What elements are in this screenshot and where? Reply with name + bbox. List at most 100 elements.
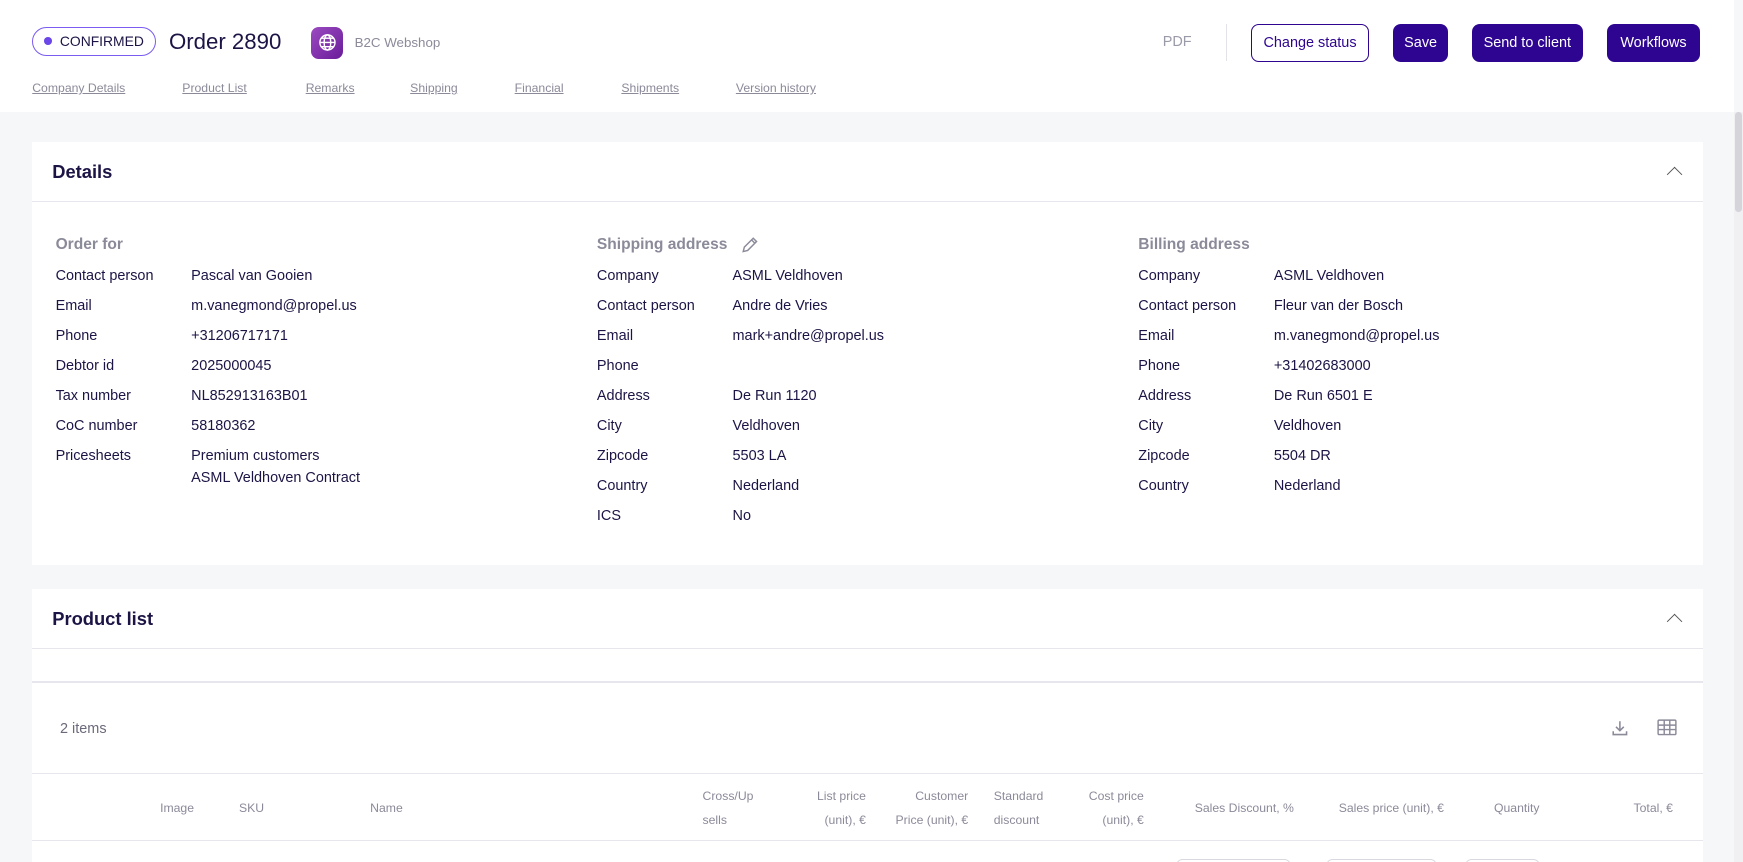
send-to-client-button[interactable]: Send to client [1471, 24, 1583, 63]
details-title: Details [52, 160, 113, 182]
tab-shipments[interactable]: Shipments [621, 81, 680, 96]
workflows-button[interactable]: Workflows [1607, 24, 1700, 63]
column-header[interactable]: Image [160, 800, 195, 815]
detail-row: CoC number 58180362 [56, 415, 360, 445]
column-header[interactable]: Sales Discount, % [1194, 800, 1294, 815]
order-for-section: Order for Contact person Pascal van Gooien… [56, 225, 360, 489]
field-label: Country [1138, 477, 1189, 494]
column-header[interactable]: Customer Price (unit), € [895, 788, 969, 827]
field-label: Tax number [55, 387, 131, 404]
column-header[interactable]: Quantity [1493, 800, 1540, 815]
field-label: Contact person [596, 297, 695, 314]
field-label: Pricesheets [55, 447, 131, 464]
field-label: Country [596, 477, 648, 494]
columns-grid-icon[interactable] [1657, 719, 1678, 736]
field-value: NL852913163B01 [191, 387, 308, 404]
pencil-icon[interactable] [741, 236, 759, 254]
detail-row: Contact person Fleur van der Bosch [1138, 295, 1439, 325]
field-label: ICS [596, 507, 621, 524]
field-value: 58180362 [191, 417, 256, 434]
globe-icon [311, 26, 344, 59]
detail-row: Company ASML Veldhoven [597, 265, 884, 295]
field-value: Premium customers ASML Veldhoven Contrac… [191, 447, 360, 486]
field-label: Contact person [1138, 297, 1237, 314]
field-value: Veldhoven [732, 417, 800, 434]
detail-row: Phone +31206717171 [56, 325, 360, 355]
field-value: Nederland [1273, 477, 1341, 494]
detail-row: Zipcode 5504 DR [1138, 445, 1439, 475]
field-value: De Run 6501 E [1273, 387, 1373, 404]
divider [1226, 24, 1228, 62]
save-button[interactable]: Save [1392, 24, 1449, 63]
shipping-title-text: Shipping address [596, 235, 728, 253]
change-status-button[interactable]: Change status [1250, 24, 1370, 63]
item-count: 2 items [60, 721, 107, 738]
shipping-title: Shipping address [597, 225, 884, 265]
field-value: Pascal van Gooien [191, 267, 313, 284]
field-label: Zipcode [596, 447, 649, 464]
detail-row: ICS No [597, 505, 884, 535]
column-header[interactable]: SKU [238, 800, 265, 815]
detail-row: Debtor id 2025000045 [56, 355, 360, 385]
field-label: Zipcode [1138, 447, 1190, 464]
download-icon[interactable] [1611, 719, 1629, 737]
order-header: CONFIRMED Order 2890 B2C Webshop PDF Cha… [0, 0, 1735, 113]
shipping-address-section: Shipping address Company ASML Veldhoven Con… [597, 225, 884, 535]
product-list-title: Product list [52, 607, 154, 629]
field-label: Company [596, 267, 659, 284]
column-header[interactable]: Cross/Up sells [702, 788, 754, 827]
tab-shipping[interactable]: Shipping [410, 81, 458, 96]
field-value: +31402683000 [1273, 357, 1371, 374]
product-list-header[interactable]: Product list [32, 589, 1703, 650]
tab-company-details[interactable]: Company Details [32, 81, 126, 96]
order-for-title: Order for [55, 235, 123, 253]
detail-row: City Veldhoven [1138, 415, 1439, 445]
scrollbar-thumb[interactable] [1735, 112, 1742, 213]
page-title: Order 2890 [168, 28, 282, 54]
tab-financial[interactable]: Financial [514, 81, 564, 96]
status-label: CONFIRMED [59, 33, 144, 50]
field-value: ASML Veldhoven [1273, 267, 1385, 284]
detail-row: Phone [597, 355, 884, 385]
product-table-header: Image SKU Name Cross/Up sells List price (un… [32, 772, 1703, 842]
field-value: Nederland [732, 477, 800, 494]
field-value: Veldhoven [1273, 417, 1342, 434]
tab-version-history[interactable]: Version history [735, 81, 817, 96]
field-label: Email [596, 327, 634, 344]
detail-row: City Veldhoven [597, 415, 884, 445]
detail-row: Company ASML Veldhoven [1138, 265, 1439, 295]
chevron-up-icon[interactable] [1666, 613, 1682, 630]
column-header[interactable]: Name [370, 800, 403, 815]
column-header[interactable]: Cost price (unit), € [1088, 788, 1144, 827]
detail-row: Zipcode 5503 LA [597, 445, 884, 475]
field-value: m.vanegmond@propel.us [191, 297, 357, 314]
field-value: De Run 1120 [732, 387, 817, 404]
detail-row: Address De Run 6501 E [1138, 385, 1439, 415]
column-header[interactable]: Standard discount [993, 788, 1044, 827]
field-value: Fleur van der Bosch [1273, 297, 1404, 314]
field-label: Address [1138, 387, 1192, 404]
column-header[interactable]: Total, € [1633, 800, 1673, 815]
details-header[interactable]: Details [32, 142, 1703, 203]
field-label: City [596, 417, 622, 434]
field-value: 2025000045 [191, 357, 272, 374]
column-header[interactable]: List price (unit), € [817, 788, 866, 827]
field-label: Debtor id [55, 357, 115, 374]
scrollbar[interactable] [1734, 112, 1743, 862]
detail-row: Email m.vanegmond@propel.us [56, 295, 360, 325]
status-badge: CONFIRMED [32, 26, 156, 56]
channel: B2C Webshop [311, 26, 440, 59]
pdf-button[interactable]: PDF [1162, 34, 1192, 51]
field-value: +31206717171 [191, 327, 288, 344]
field-label: Email [1138, 327, 1175, 344]
product-list-card: Product list 2 items Image SKU Name Cross/U… [32, 589, 1703, 862]
field-label: Address [596, 387, 650, 404]
detail-row: Country Nederland [1138, 475, 1439, 505]
field-value: ASML Veldhoven [732, 267, 843, 284]
column-header[interactable]: Sales price (unit), € [1338, 800, 1444, 815]
detail-row: Tax number NL852913163B01 [56, 385, 360, 415]
detail-row: Email m.vanegmond@propel.us [1138, 325, 1439, 355]
tab-remarks[interactable]: Remarks [305, 81, 355, 96]
chevron-up-icon[interactable] [1666, 166, 1682, 183]
tab-product-list[interactable]: Product List [182, 81, 247, 96]
